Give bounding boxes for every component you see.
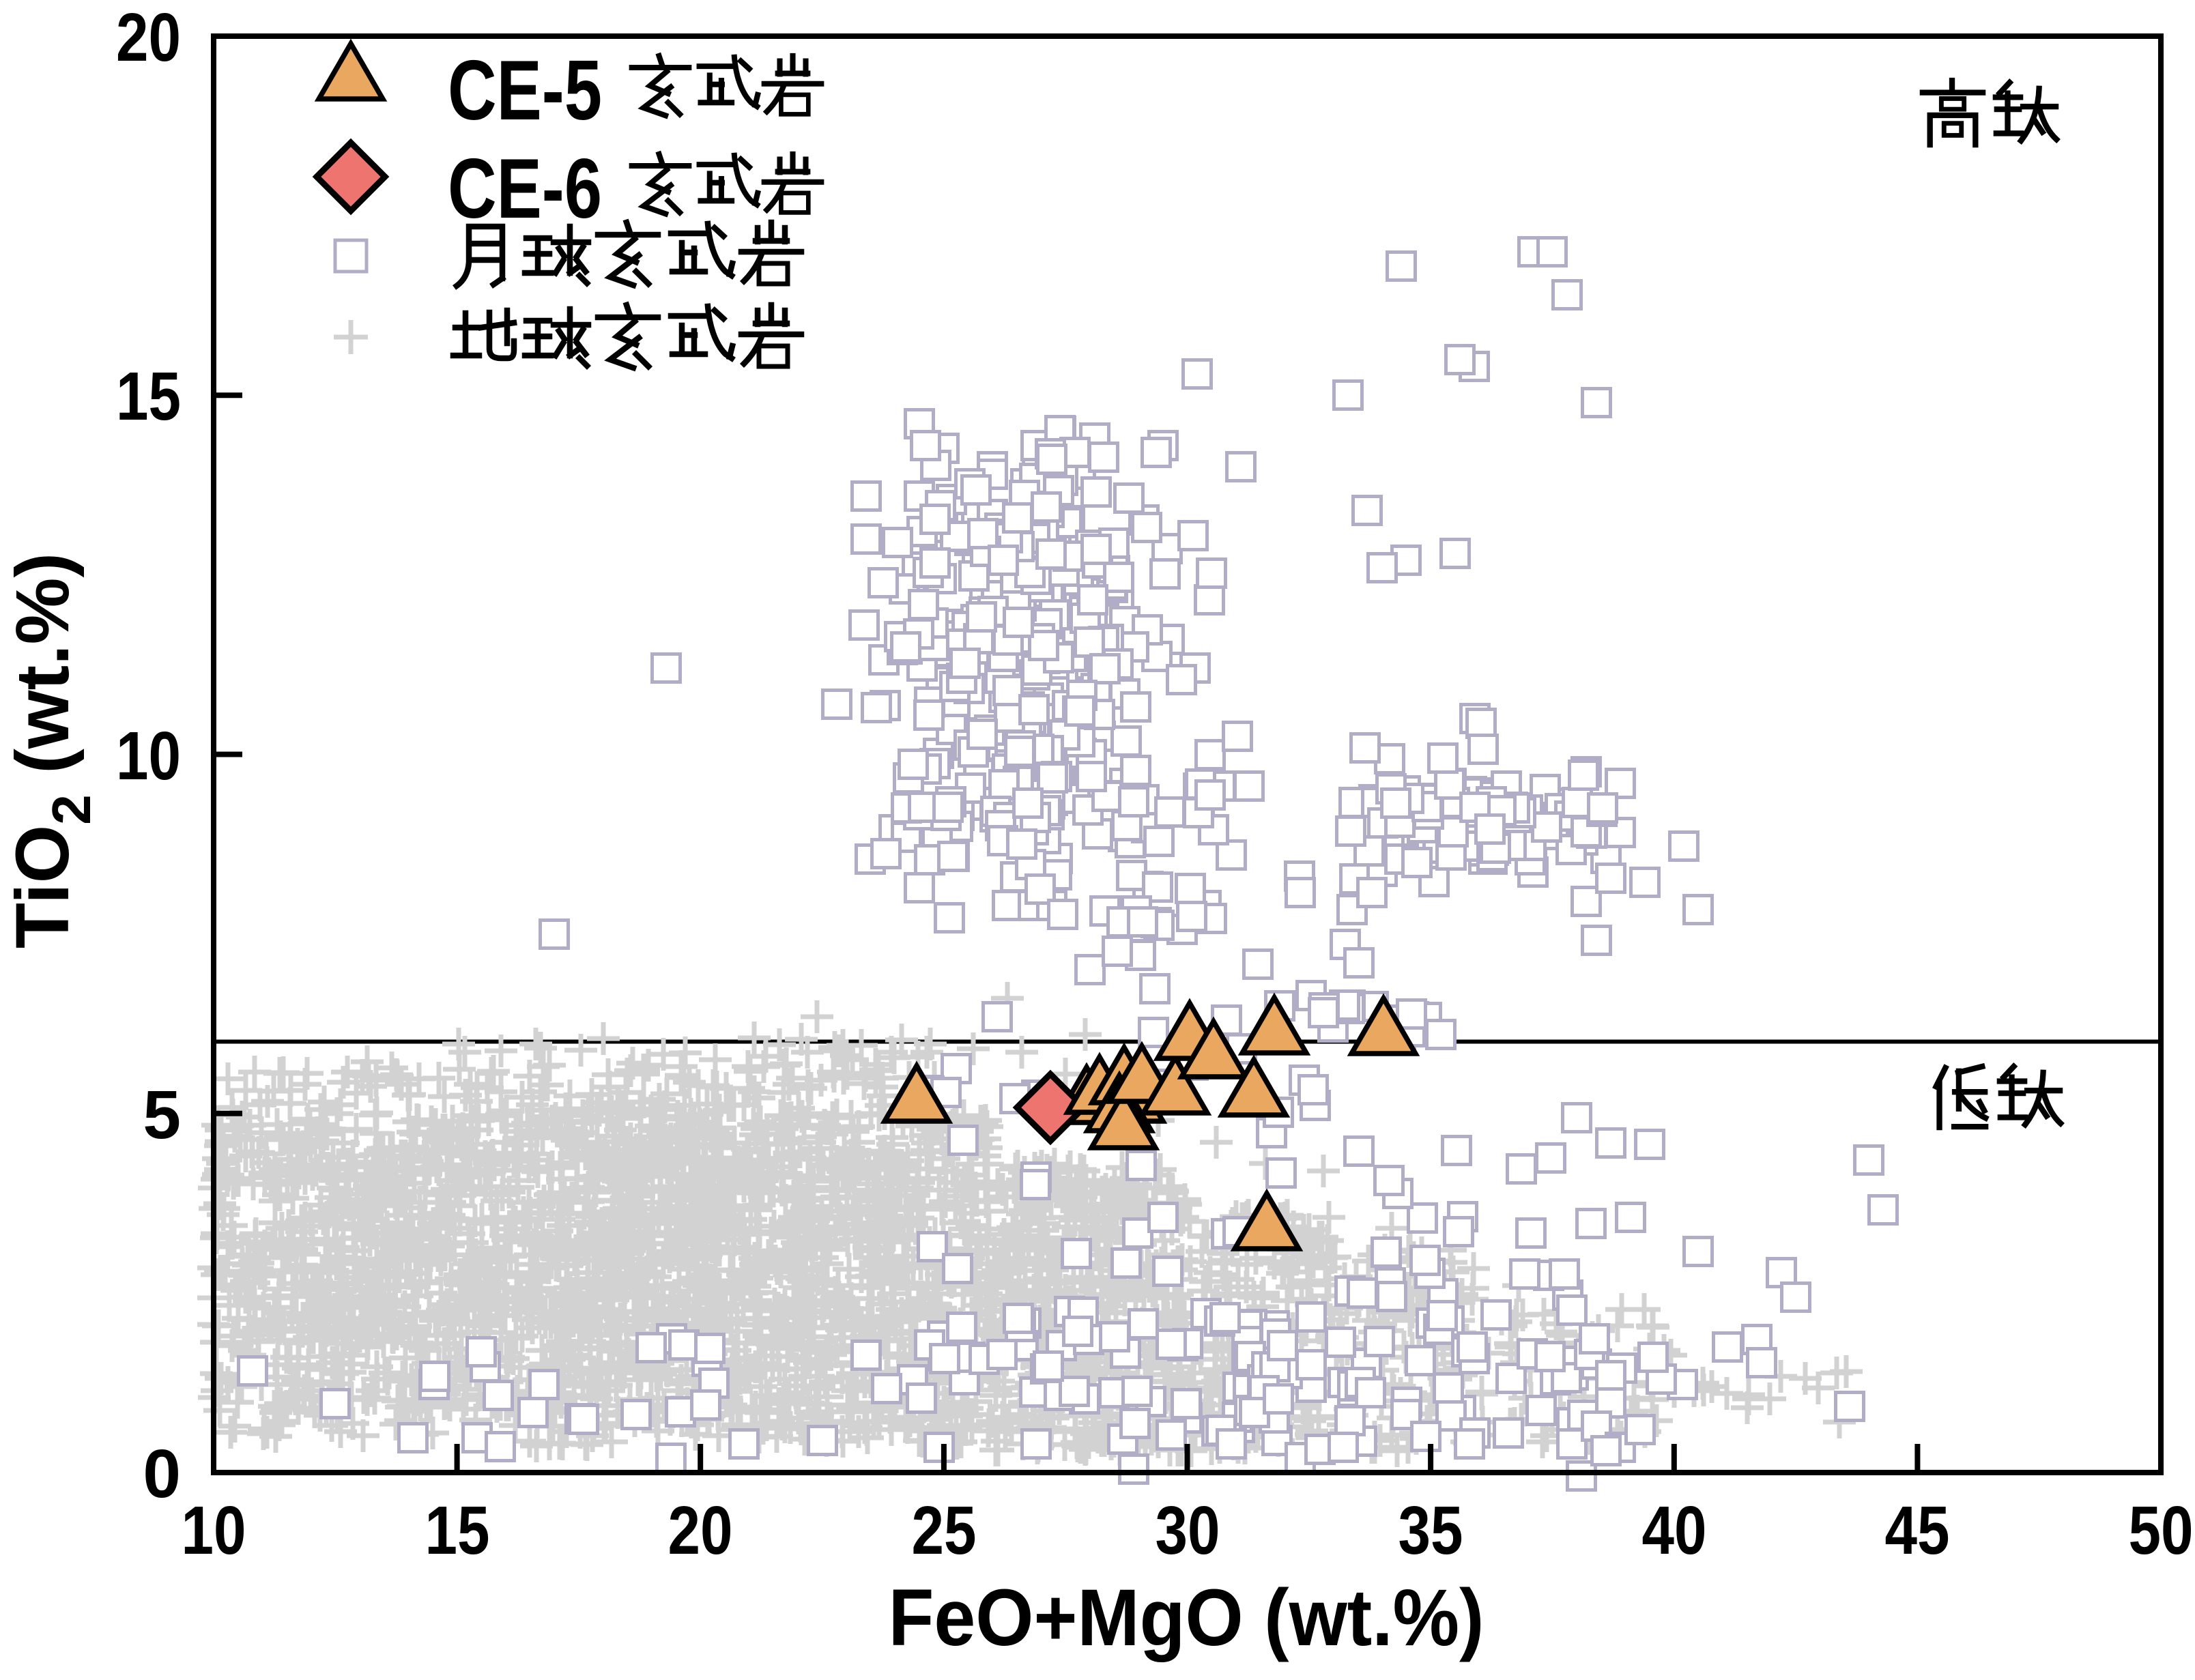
svg-text:20: 20 — [116, 0, 181, 76]
svg-text:40: 40 — [1642, 1492, 1707, 1569]
svg-text:30: 30 — [1156, 1492, 1220, 1569]
svg-text:45: 45 — [1885, 1492, 1950, 1569]
svg-text:15: 15 — [116, 358, 181, 435]
svg-text:CE-6: CE-6 — [448, 142, 602, 236]
svg-text:5: 5 — [143, 1077, 181, 1153]
svg-text:10: 10 — [116, 718, 181, 794]
svg-text:35: 35 — [1398, 1492, 1463, 1569]
svg-text:25: 25 — [912, 1492, 977, 1569]
svg-text:50: 50 — [2129, 1492, 2194, 1569]
svg-text:20: 20 — [668, 1492, 733, 1569]
svg-text:FeO+MgO (wt.%): FeO+MgO (wt.%) — [889, 1573, 1484, 1663]
svg-text:10: 10 — [182, 1492, 246, 1569]
svg-text:15: 15 — [425, 1492, 490, 1569]
svg-text:0: 0 — [143, 1436, 181, 1512]
svg-text:CE-5: CE-5 — [448, 44, 602, 138]
